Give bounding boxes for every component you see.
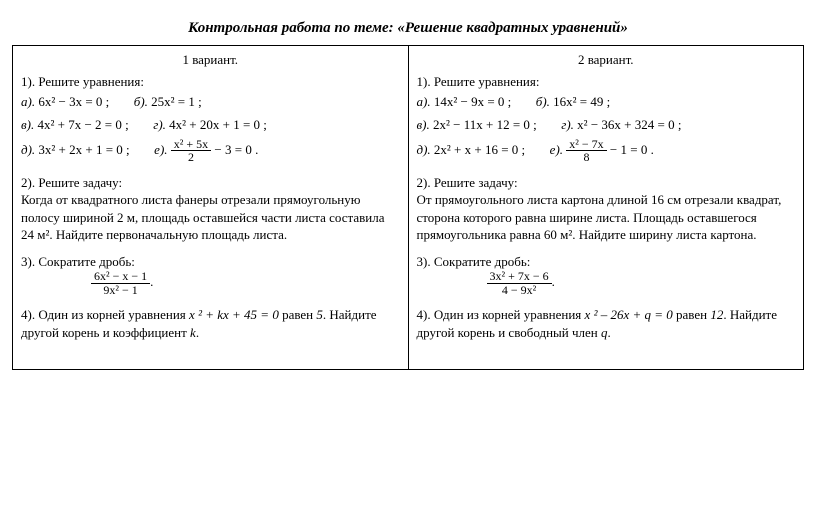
v2-b-eq: 16x² = 49 ;: [553, 94, 610, 109]
v2-task1-title: 1). Решите уравнения:: [417, 74, 796, 90]
v2-e-label: д).: [417, 142, 431, 157]
v1-b-label: б).: [134, 94, 148, 109]
v1-task1-title: 1). Решите уравнения:: [21, 74, 400, 90]
v2-f-num: x² − 7x: [566, 138, 606, 151]
v1-f-num: x² + 5x: [171, 138, 211, 151]
v1-a-eq: 6x² − 3x = 0 ;: [38, 94, 109, 109]
v1-task2-title: 2). Решите задачу:: [21, 174, 400, 192]
v2-e-eq: 2x² + x + 16 = 0 ;: [434, 142, 525, 157]
v2-c-label: в).: [417, 117, 430, 132]
v2-f-fraction: x² − 7x 8: [566, 138, 606, 164]
v1-f-label: е).: [154, 142, 167, 157]
v1-t3-tail: .: [150, 274, 153, 289]
v2-t3-fraction: 3x² + 7x − 6 4 − 9x²: [487, 270, 552, 296]
v1-c-label: в).: [21, 117, 34, 132]
v1-e-label: д).: [21, 142, 35, 157]
v2-b-label: б).: [536, 94, 550, 109]
page-title: Контрольная работа по теме: «Решение ква…: [12, 20, 804, 37]
v1-a-label: а).: [21, 94, 35, 109]
v1-task4: 4). Один из корней уравнения x ² + kx + …: [21, 306, 400, 341]
v2-t3-den: 4 − 9x²: [487, 283, 552, 297]
v1-d-label: г).: [153, 117, 166, 132]
v2-task2-text: От прямоугольного листа картона длиной 1…: [417, 191, 796, 244]
v2-task2-title: 2). Решите задачу:: [417, 174, 796, 192]
variant-2-head: 2 вариант.: [417, 52, 796, 68]
v1-t3-den: 9x² − 1: [91, 283, 150, 297]
v2-task3-title: 3). Сократите дробь:: [417, 254, 796, 270]
v2-d-label: г).: [561, 117, 574, 132]
v1-task2-text: Когда от квадратного листа фанеры отреза…: [21, 191, 400, 244]
v2-f-den: 8: [566, 150, 606, 164]
variant-1-head: 1 вариант.: [21, 52, 400, 68]
variant-1-cell: 1 вариант. 1). Решите уравнения: а). 6x²…: [13, 46, 409, 370]
v2-a-label: а).: [417, 94, 431, 109]
v1-f-den: 2: [171, 150, 211, 164]
variant-2-cell: 2 вариант. 1). Решите уравнения: а). 14x…: [408, 46, 804, 370]
v1-t3-num: 6x² − x − 1: [91, 270, 150, 283]
v2-task4: 4). Один из корней уравнения x ² – 26x +…: [417, 306, 796, 341]
v2-f-label: е).: [550, 142, 563, 157]
v2-d-eq: x² − 36x + 324 = 0 ;: [577, 117, 681, 132]
v1-c-eq: 4x² + 7x − 2 = 0 ;: [37, 117, 128, 132]
v2-t3-tail: .: [552, 274, 555, 289]
worksheet-table: 1 вариант. 1). Решите уравнения: а). 6x²…: [12, 45, 804, 370]
v1-d-eq: 4x² + 20x + 1 = 0 ;: [169, 117, 267, 132]
v1-b-eq: 25x² = 1 ;: [151, 94, 202, 109]
v1-t3-fraction: 6x² − x − 1 9x² − 1: [91, 270, 150, 296]
v1-f-tail: − 3 = 0 .: [214, 142, 258, 157]
v1-task3-title: 3). Сократите дробь:: [21, 254, 400, 270]
v2-c-eq: 2x² − 11x + 12 = 0 ;: [433, 117, 537, 132]
v2-f-tail: − 1 = 0 .: [610, 142, 654, 157]
v2-t3-num: 3x² + 7x − 6: [487, 270, 552, 283]
v2-a-eq: 14x² − 9x = 0 ;: [434, 94, 511, 109]
v1-f-fraction: x² + 5x 2: [171, 138, 211, 164]
v1-e-eq: 3x² + 2x + 1 = 0 ;: [38, 142, 129, 157]
